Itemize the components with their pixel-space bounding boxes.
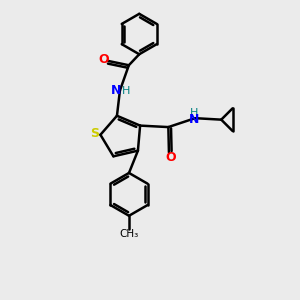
Text: H: H (189, 108, 198, 118)
Text: H: H (122, 85, 130, 95)
Text: N: N (188, 113, 199, 126)
Text: S: S (91, 127, 100, 140)
Text: O: O (165, 151, 176, 164)
Text: O: O (99, 53, 109, 66)
Text: N: N (111, 84, 122, 97)
Text: CH₃: CH₃ (119, 229, 139, 238)
